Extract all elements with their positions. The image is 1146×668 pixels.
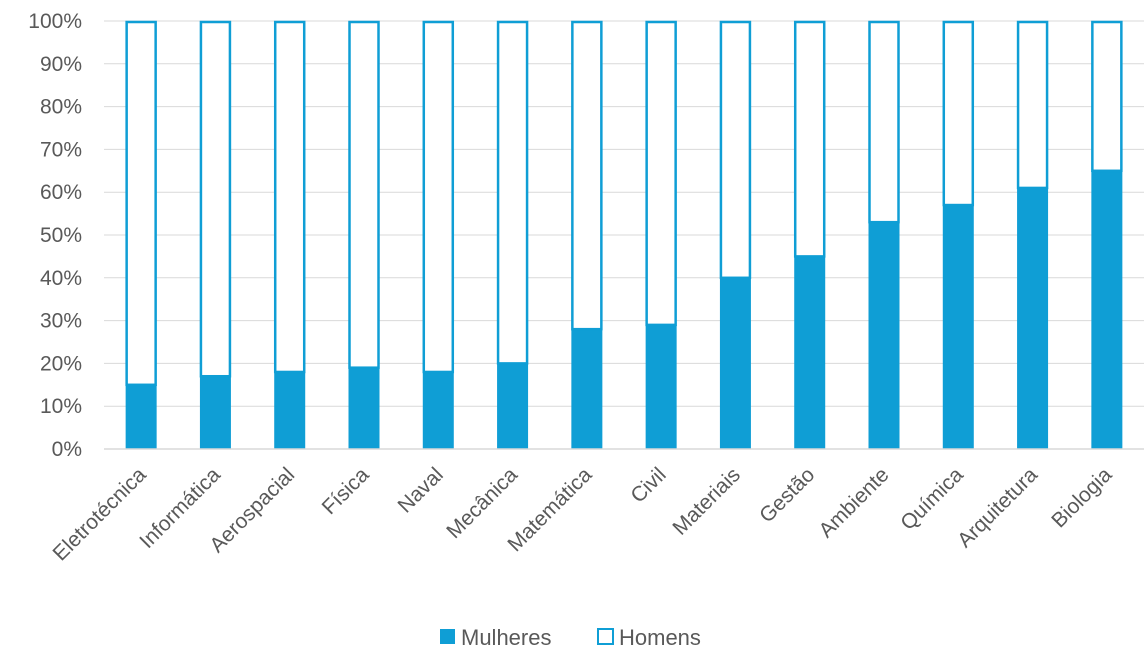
bar-mulheres (1017, 187, 1049, 450)
bar-mulheres (422, 371, 454, 449)
y-tick-label: 90% (40, 53, 82, 76)
bar-mulheres (942, 205, 974, 449)
x-category-label: Mecânica (442, 463, 522, 543)
x-category-label: Civil (626, 463, 670, 507)
bar-mulheres (645, 324, 677, 449)
x-category-label: Eletrotécnica (49, 463, 151, 565)
x-category-label: Naval (394, 463, 448, 517)
y-axis-tick-labels: 0% 10% 20% 30% 40% 50% 60% 70% 80% 90% 100% (28, 10, 82, 461)
legend: Mulheres Homens (440, 625, 701, 650)
bars (125, 20, 1123, 450)
y-tick-label: 40% (40, 267, 82, 290)
bar-homens (868, 20, 900, 224)
y-tick-label: 0% (52, 438, 82, 461)
bar-mulheres (868, 222, 900, 449)
bar-homens (571, 20, 603, 331)
x-category-label: Física (318, 463, 374, 519)
legend-label-homens: Homens (619, 625, 701, 650)
bar-homens (199, 20, 232, 378)
bar-homens (348, 20, 380, 369)
bar-homens (1091, 20, 1123, 173)
gridlines (104, 20, 1144, 407)
x-category-label: Biologia (1047, 463, 1116, 532)
x-category-label: Química (896, 463, 968, 535)
bar-mulheres (571, 329, 603, 449)
legend-swatch-homens (597, 628, 614, 645)
y-tick-label: 30% (40, 310, 82, 333)
bar-mulheres (348, 367, 380, 449)
y-tick-label: 70% (40, 138, 82, 161)
y-tick-label: 60% (40, 181, 82, 204)
bar-mulheres (125, 384, 157, 449)
bar-mulheres (497, 363, 529, 449)
bar-homens (719, 20, 752, 280)
bar-homens (496, 20, 529, 365)
legend-label-mulheres: Mulheres (461, 625, 551, 650)
bar-homens (1016, 20, 1049, 190)
legend-swatch-mulheres (440, 629, 455, 644)
bar-homens (422, 20, 455, 374)
x-category-label: Materiais (668, 463, 745, 540)
bar-mulheres (719, 277, 751, 449)
bar-mulheres (794, 256, 826, 449)
y-tick-label: 10% (40, 395, 82, 418)
y-tick-label: 100% (28, 10, 82, 33)
x-category-label: Arquitetura (953, 463, 1042, 552)
bar-mulheres (1091, 170, 1123, 450)
bar-homens (793, 20, 826, 258)
bar-mulheres (274, 371, 306, 449)
bar-homens (942, 20, 975, 207)
y-tick-label: 80% (40, 96, 82, 119)
bar-homens (273, 20, 306, 374)
bar-homens (125, 20, 157, 387)
x-category-label: Gestão (755, 463, 819, 527)
x-category-label: Ambiente (815, 463, 894, 542)
bar-homens (645, 20, 677, 327)
y-tick-label: 20% (40, 352, 82, 375)
y-tick-label: 50% (40, 224, 82, 247)
bar-mulheres (199, 376, 231, 449)
